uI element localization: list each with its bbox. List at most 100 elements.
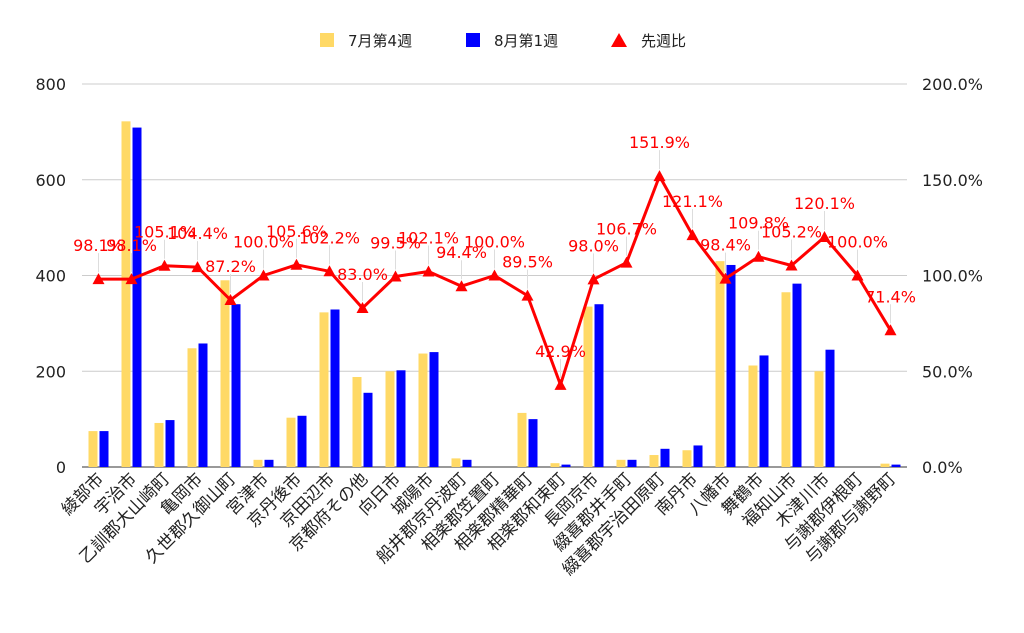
ratio-point xyxy=(818,231,831,243)
ratio-data-label: 106.7% xyxy=(596,220,657,239)
bar-aug-week1 xyxy=(759,355,769,467)
ratio-data-label: 100.0% xyxy=(827,233,888,252)
bar-jul-week4 xyxy=(682,450,692,467)
bar-aug-week1 xyxy=(297,415,307,467)
bar-jul-week4 xyxy=(781,292,791,467)
legend-label-aug-week1: 8月第1週 xyxy=(494,32,558,50)
ratio-line xyxy=(92,170,897,390)
bar-aug-week1 xyxy=(330,309,340,467)
ratio-data-label: 98.4% xyxy=(700,236,751,255)
category-labels: 綾部市宇治市乙訓郡大山崎町亀岡市久世郡久御山町宮津市京丹後市京田辺市京都府その他… xyxy=(58,469,900,579)
bar-aug-week1 xyxy=(429,352,439,467)
ratio-point xyxy=(158,259,171,271)
bar-jul-week4 xyxy=(517,412,527,467)
left-axis-ticks: 0 200 400 600 800 xyxy=(35,75,66,477)
bar-aug-week1 xyxy=(231,304,241,467)
ratio-point xyxy=(224,294,237,306)
ratio-data-label: 102.1% xyxy=(398,228,459,247)
ratio-data-label: 87.2% xyxy=(205,257,256,276)
bar-aug-week1 xyxy=(198,343,208,467)
ratio-data-label: 42.9% xyxy=(535,342,586,361)
bar-aug-week1 xyxy=(792,283,802,467)
right-tick-label: 150.0% xyxy=(922,171,983,190)
bar-jul-week4 xyxy=(550,463,560,467)
left-tick-label: 600 xyxy=(35,171,66,190)
ratio-data-label: 89.5% xyxy=(502,253,553,272)
bar-aug-week1 xyxy=(528,419,538,467)
ratio-data-label: 71.4% xyxy=(865,287,916,306)
legend-swatch-jul-week4 xyxy=(320,33,334,47)
bar-aug-week1 xyxy=(99,431,109,467)
bar-jul-week4 xyxy=(880,463,890,467)
left-tick-label: 0 xyxy=(56,458,66,477)
left-tick-label: 800 xyxy=(35,75,66,94)
ratio-data-label: 98.1% xyxy=(106,236,157,255)
bar-aug-week1 xyxy=(132,127,142,467)
left-tick-label: 400 xyxy=(35,267,66,286)
bar-aug-week1 xyxy=(660,448,670,467)
ratio-data-label: 151.9% xyxy=(629,133,690,152)
ratio-point xyxy=(521,289,534,301)
ratio-point xyxy=(752,250,765,262)
ratio-point xyxy=(554,378,567,390)
bar-jul-week4 xyxy=(715,261,725,467)
ratio-data-label: 109.8% xyxy=(728,214,789,233)
ratio-point xyxy=(92,273,105,285)
bar-jul-week4 xyxy=(583,306,593,467)
bar-jul-week4 xyxy=(154,422,164,467)
bar-jul-week4 xyxy=(187,348,197,467)
right-tick-label: 50.0% xyxy=(922,362,973,381)
ratio-data-label: 121.1% xyxy=(662,192,723,211)
bar-jul-week4 xyxy=(121,121,131,467)
bar-jul-week4 xyxy=(352,376,362,467)
ratio-data-label: 100.0% xyxy=(233,233,294,252)
ratio-data-label: 98.0% xyxy=(568,236,619,255)
ratio-point xyxy=(455,280,468,292)
bar-aug-week1 xyxy=(693,445,703,467)
bar-jul-week4 xyxy=(319,312,329,467)
bar-aug-week1 xyxy=(561,464,571,467)
ratio-point xyxy=(686,229,699,241)
bar-jul-week4 xyxy=(286,417,296,467)
right-axis-ticks: 0.0% 50.0% 100.0% 150.0% 200.0% xyxy=(922,75,983,477)
bar-jul-week4 xyxy=(748,365,758,467)
ratio-data-label: 99.5% xyxy=(370,233,421,252)
ratio-data-label: 83.0% xyxy=(337,265,388,284)
legend: 7月第4週 8月第1週 先週比 xyxy=(320,32,686,50)
ratio-data-label: 105.1% xyxy=(134,223,195,242)
ratio-point xyxy=(422,265,435,277)
bar-aug-week1 xyxy=(462,459,472,467)
left-tick-label: 200 xyxy=(35,362,66,381)
ratio-data-label: 100.0% xyxy=(464,233,525,252)
right-tick-label: 200.0% xyxy=(922,75,983,94)
ratio-data-label: 120.1% xyxy=(794,194,855,213)
bar-aug-week1 xyxy=(825,349,835,467)
bar-jul-week4 xyxy=(451,458,461,467)
ratio-point xyxy=(620,256,633,268)
legend-label-wow-ratio: 先週比 xyxy=(641,32,686,50)
bar-aug-week1 xyxy=(891,464,901,467)
ratio-point xyxy=(191,261,204,273)
ratio-data-label: 105.2% xyxy=(761,223,822,242)
ratio-data-label: 98.1% xyxy=(73,236,124,255)
bars xyxy=(88,121,901,467)
ratio-point xyxy=(389,270,402,282)
bar-jul-week4 xyxy=(814,371,824,467)
ratio-point xyxy=(488,269,501,281)
bar-aug-week1 xyxy=(726,264,736,467)
legend-marker-wow-ratio xyxy=(611,33,627,47)
ratio-point xyxy=(290,258,303,270)
right-tick-label: 100.0% xyxy=(922,267,983,286)
ratio-point xyxy=(785,259,798,271)
ratio-point xyxy=(719,272,732,284)
ratio-point xyxy=(323,265,336,277)
ratio-data-labels: 98.1%98.1%105.1%104.4%87.2%100.0%105.6%1… xyxy=(73,133,916,378)
bar-jul-week4 xyxy=(220,280,230,467)
bar-aug-week1 xyxy=(264,459,274,467)
bar-jul-week4 xyxy=(253,459,263,467)
bar-aug-week1 xyxy=(627,459,637,467)
bar-jul-week4 xyxy=(649,455,659,467)
ratio-point xyxy=(653,170,666,182)
bar-jul-week4 xyxy=(418,353,428,467)
